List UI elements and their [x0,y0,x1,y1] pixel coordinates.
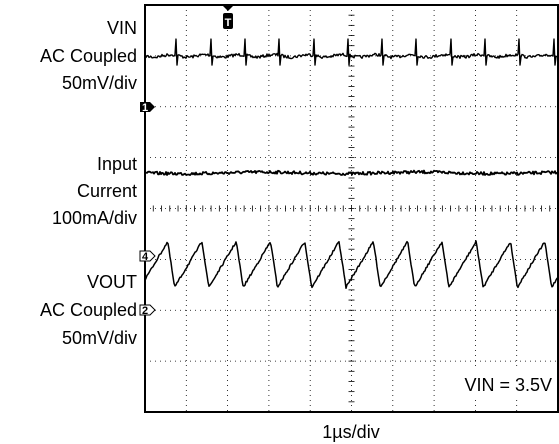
svg-text:1: 1 [142,102,148,114]
ch4-reference-marker: 4 [139,250,156,263]
ch2-reference-marker: 2 [139,304,156,317]
ch2-label-line-2: AC Coupled [40,300,137,320]
vout-trace [144,240,559,290]
svg-text:T: T [225,17,232,29]
vin-trace [144,38,559,66]
ch3-label-line-1: Input [97,154,137,174]
input-current-trace [144,169,559,176]
ch2-label-line-3: 50mV/div [62,328,137,348]
trigger-marker: T [223,6,233,29]
ch1-label-line-3: 50mV/div [62,73,137,93]
svg-text:2: 2 [142,305,148,317]
ch2-label-line-1: VOUT [87,272,137,292]
ch1-label-line-2: AC Coupled [40,46,137,66]
x-axis-label: 1µs/div [322,422,379,442]
svg-text:4: 4 [142,251,149,263]
ch1-label-line-1: VIN [107,18,137,38]
waveform-traces [144,38,559,290]
ch3-label-line-3: 100mA/div [52,208,137,228]
graticule [144,4,559,412]
vin-annotation: VIN = 3.5V [464,375,552,395]
ch3-label-line-2: Current [77,181,137,201]
annotation-background [450,370,555,400]
ch1-reference-marker: 1 [140,102,155,114]
